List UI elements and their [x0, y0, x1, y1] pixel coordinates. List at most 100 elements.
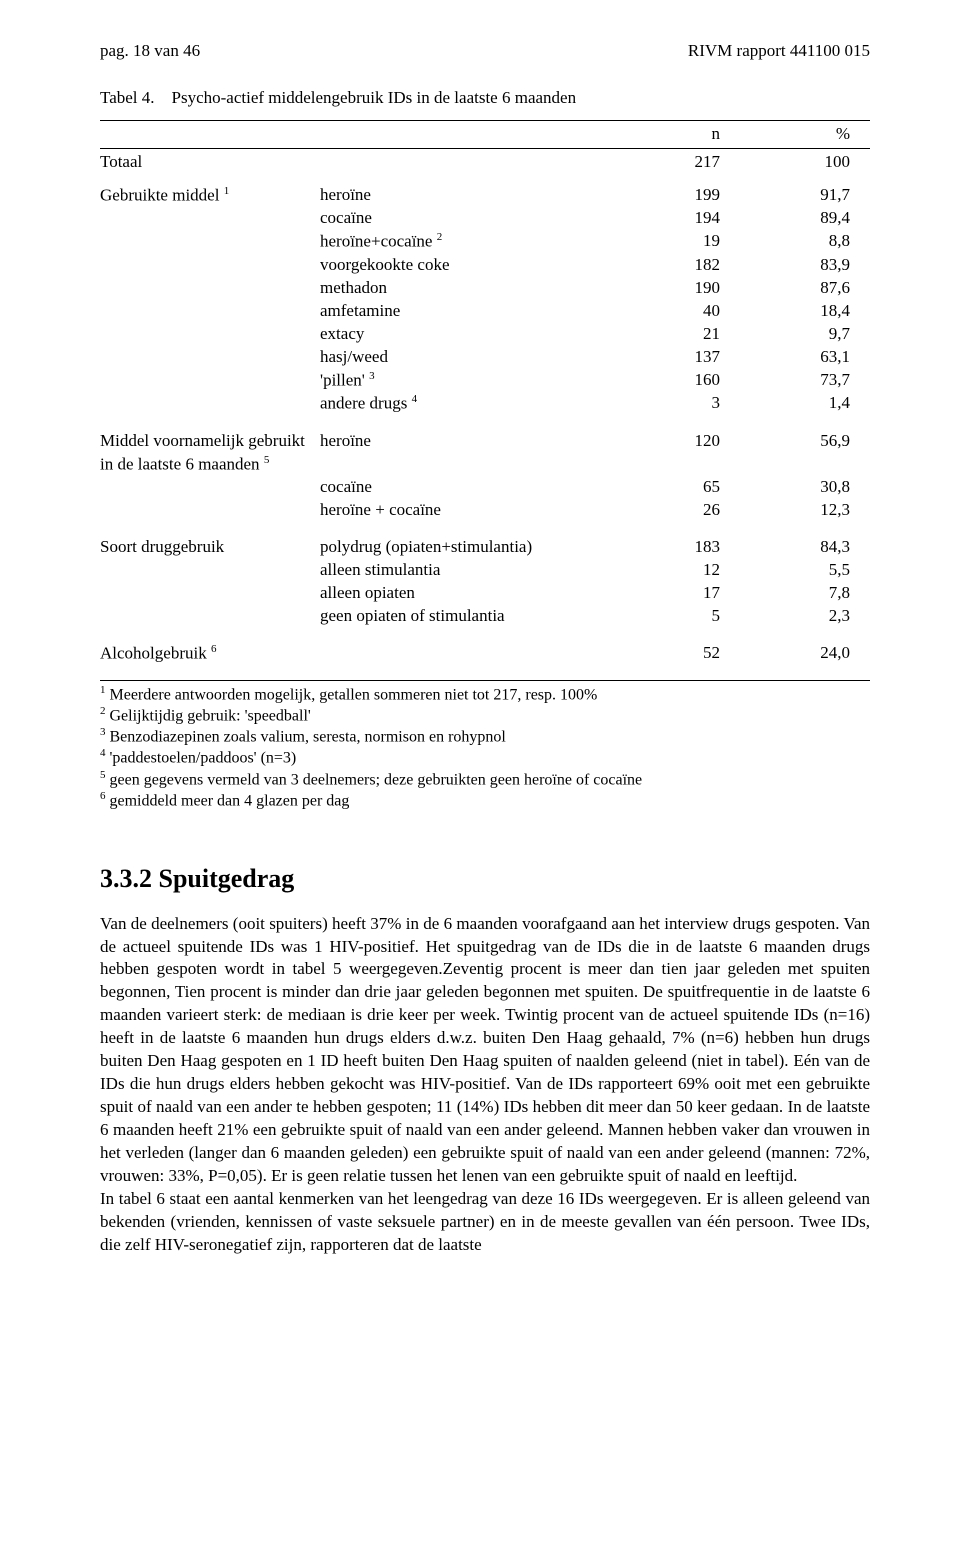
table-row: cocaïne19489,4: [100, 207, 870, 230]
row-n: 21: [600, 323, 730, 346]
table-row: 'pillen' 316073,7: [100, 369, 870, 393]
row-n: 190: [600, 277, 730, 300]
table-footnotes: 1 Meerdere antwoorden mogelijk, getallen…: [100, 680, 870, 812]
page-header: pag. 18 van 46 RIVM rapport 441100 015: [100, 40, 870, 63]
row-item: andere drugs 4: [320, 392, 600, 416]
table-row: amfetamine4018,4: [100, 300, 870, 323]
row-pct: 9,7: [730, 323, 850, 346]
row-pct: 5,5: [730, 559, 850, 582]
row-group-label: [100, 392, 320, 416]
row-n: 182: [600, 254, 730, 277]
row-pct: 1,4: [730, 392, 850, 416]
row-group-label: [100, 230, 320, 254]
row-group-label: Soort druggebruik: [100, 536, 320, 559]
row-group-label: [100, 369, 320, 393]
header-left: pag. 18 van 46: [100, 40, 200, 63]
row-item: voorgekookte coke: [320, 254, 600, 277]
footnote: 3 Benzodiazepinen zoals valium, seresta,…: [100, 726, 870, 747]
row-n: 17: [600, 582, 730, 605]
row-item: extacy: [320, 323, 600, 346]
row-n: 65: [600, 476, 730, 499]
table-row: cocaïne6530,8: [100, 476, 870, 499]
row-n: 199: [600, 184, 730, 208]
row-item: heroïne+cocaïne 2: [320, 230, 600, 254]
row-group-label: [100, 559, 320, 582]
table-row: alleen opiaten177,8: [100, 582, 870, 605]
table-title: Tabel 4. Psycho-actief middelengebruik I…: [100, 87, 870, 110]
row-pct: 30,8: [730, 476, 850, 499]
row-group-label: [100, 254, 320, 277]
row-pct: 83,9: [730, 254, 850, 277]
row-item: hasj/weed: [320, 346, 600, 369]
row-pct: 89,4: [730, 207, 850, 230]
body-paragraph: In tabel 6 staat een aantal kenmerken va…: [100, 1188, 870, 1257]
row-n: 183: [600, 536, 730, 559]
row-n: 12: [600, 559, 730, 582]
row-group-label: [100, 277, 320, 300]
row-item: alleen stimulantia: [320, 559, 600, 582]
row-item: heroïne: [320, 184, 600, 208]
table-title-text: Psycho-actief middelengebruik IDs in de …: [172, 88, 577, 107]
row-group-label: [100, 207, 320, 230]
table-col-headers: n %: [100, 121, 870, 149]
row-n: 3: [600, 392, 730, 416]
section-heading: 3.3.2 Spuitgedrag: [100, 861, 870, 896]
row-n: 194: [600, 207, 730, 230]
table-row: heroïne+cocaïne 2198,8: [100, 230, 870, 254]
row-group-label: [100, 300, 320, 323]
totaal-label: Totaal: [100, 151, 320, 174]
table-row: Middel voornamelijk gebruikt in de laats…: [100, 430, 870, 477]
row-item: cocaïne: [320, 207, 600, 230]
table-row: extacy219,7: [100, 323, 870, 346]
row-n: 26: [600, 499, 730, 522]
row-n: 52: [600, 642, 730, 666]
row-pct: 73,7: [730, 369, 850, 393]
row-pct: 84,3: [730, 536, 850, 559]
row-n: 40: [600, 300, 730, 323]
header-right: RIVM rapport 441100 015: [688, 40, 870, 63]
row-item: alleen opiaten: [320, 582, 600, 605]
row-item: polydrug (opiaten+stimulantia): [320, 536, 600, 559]
table: n % Totaal 217 100 Gebruikte middel 1her…: [100, 120, 870, 812]
row-group-label: Middel voornamelijk gebruikt in de laats…: [100, 430, 320, 477]
row-pct: 91,7: [730, 184, 850, 208]
body-paragraph: Van de deelnemers (ooit spuiters) heeft …: [100, 913, 870, 1188]
table-row: Alcoholgebruik 65224,0: [100, 642, 870, 666]
footnote: 5 geen gegevens vermeld van 3 deelnemers…: [100, 769, 870, 790]
table-row: hasj/weed13763,1: [100, 346, 870, 369]
row-n: 19: [600, 230, 730, 254]
row-group-label: Gebruikte middel 1: [100, 184, 320, 208]
row-group-label: [100, 582, 320, 605]
table-row: alleen stimulantia125,5: [100, 559, 870, 582]
row-pct: 63,1: [730, 346, 850, 369]
table-title-prefix: Tabel 4.: [100, 88, 155, 107]
row-n: 137: [600, 346, 730, 369]
table-row: heroïne + cocaïne2612,3: [100, 499, 870, 522]
footnote: 2 Gelijktijdig gebruik: 'speedball': [100, 705, 870, 726]
table-row: andere drugs 431,4: [100, 392, 870, 416]
row-group-label: [100, 499, 320, 522]
row-n: 120: [600, 430, 730, 477]
row-group-label: [100, 605, 320, 628]
row-pct: 87,6: [730, 277, 850, 300]
col-header-pct: %: [730, 123, 850, 146]
row-pct: 12,3: [730, 499, 850, 522]
totaal-pct: 100: [730, 151, 850, 174]
table-row: methadon19087,6: [100, 277, 870, 300]
row-pct: 2,3: [730, 605, 850, 628]
row-item: heroïne: [320, 430, 600, 477]
table-row: geen opiaten of stimulantia52,3: [100, 605, 870, 628]
row-item: amfetamine: [320, 300, 600, 323]
row-item: [320, 642, 600, 666]
row-group-label: Alcoholgebruik 6: [100, 642, 320, 666]
row-pct: 56,9: [730, 430, 850, 477]
row-item: heroïne + cocaïne: [320, 499, 600, 522]
row-group-label: [100, 476, 320, 499]
table-row: Gebruikte middel 1heroïne19991,7: [100, 184, 870, 208]
row-n: 5: [600, 605, 730, 628]
table-row: voorgekookte coke18283,9: [100, 254, 870, 277]
row-item: 'pillen' 3: [320, 369, 600, 393]
col-header-n: n: [600, 123, 730, 146]
row-item: methadon: [320, 277, 600, 300]
row-pct: 8,8: [730, 230, 850, 254]
